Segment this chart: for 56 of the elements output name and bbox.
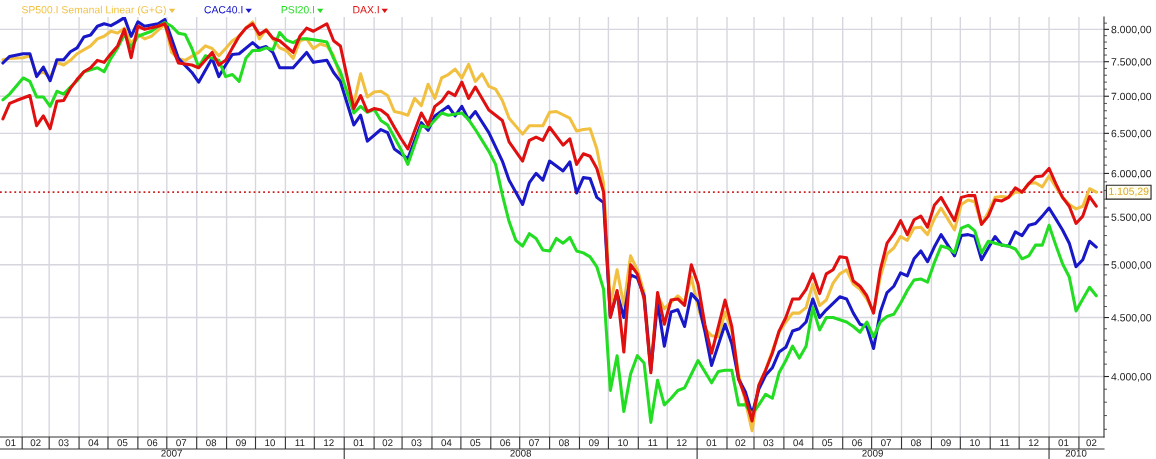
x-tick-label: 06	[852, 439, 863, 447]
annotation: 1.105,29	[1109, 187, 1149, 197]
x-tick-label: 07	[529, 439, 540, 447]
x-tick-label: 11	[1000, 439, 1010, 447]
x2-tick-label: 2007	[161, 449, 182, 457]
x-tick-label: 11	[648, 439, 658, 447]
x-tick-label: 03	[411, 439, 422, 447]
y-tick-label: 5.500,00	[1111, 213, 1152, 223]
y-tick-label: 7.000,00	[1111, 92, 1152, 102]
x-tick-label: 12	[324, 439, 334, 447]
x-tick-label: 04	[441, 439, 452, 447]
x-tick-label: 10	[265, 439, 275, 447]
x-tick-label: 02	[382, 439, 393, 447]
x-tick-label: 01	[353, 439, 364, 447]
y-tick-label: 8.000,00	[1111, 25, 1152, 35]
x-tick-label: 12	[1028, 439, 1039, 447]
x-tick-label: 06	[147, 439, 158, 447]
x-tick-label: 01	[5, 439, 16, 447]
x-tick-label: 04	[88, 439, 99, 447]
x2-tick-label: 2010	[1065, 449, 1087, 457]
legend-label: PSI20.I	[281, 6, 315, 14]
x-tick-label: 06	[500, 439, 511, 447]
y-tick-label: 7.500,00	[1111, 58, 1152, 67]
x-tick-label: 02	[30, 439, 41, 447]
x-tick-label: 12	[677, 439, 687, 447]
x-tick-label: 02	[735, 439, 746, 447]
x-tick-label: 05	[117, 439, 128, 447]
legend-label: CAC40.I	[204, 6, 243, 14]
x-tick-label: 10	[970, 439, 980, 447]
y-tick-label: 6.000,00	[1111, 169, 1152, 179]
legend-label: SP500.I Semanal Linear (G+G)	[21, 5, 166, 16]
x-tick-label: 08	[910, 439, 921, 447]
x-tick-label: 03	[58, 439, 69, 447]
legend-label: DAX.I	[353, 6, 379, 14]
x-tick-label: 09	[588, 439, 599, 447]
y-tick-label: 4.500,00	[1111, 314, 1152, 323]
x-tick-label: 05	[470, 439, 481, 447]
y-tick-label: 4.000,00	[1111, 373, 1152, 382]
x-tick-label: 01	[706, 439, 717, 447]
x2-tick-label: 2009	[862, 449, 883, 457]
x-tick-label: 10	[618, 439, 628, 447]
x-tick-label: 09	[940, 439, 951, 447]
x2-tick-label: 2008	[510, 449, 532, 457]
y-tick-label: 5.000,00	[1111, 261, 1152, 270]
x-tick-label: 11	[295, 439, 305, 447]
x-tick-label: 02	[1086, 439, 1097, 447]
x-tick-label: 04	[793, 439, 804, 447]
x-tick-label: 08	[559, 439, 570, 447]
x-tick-label: 08	[206, 439, 217, 447]
x-tick-label: 07	[176, 439, 187, 447]
y-tick-label: 6.500,00	[1111, 129, 1152, 139]
x-tick-label: 05	[822, 439, 833, 447]
x-tick-label: 07	[881, 439, 892, 447]
x-tick-label: 03	[763, 439, 774, 447]
x-tick-label: 01	[1058, 439, 1069, 447]
x-tick-label: 09	[236, 439, 246, 447]
